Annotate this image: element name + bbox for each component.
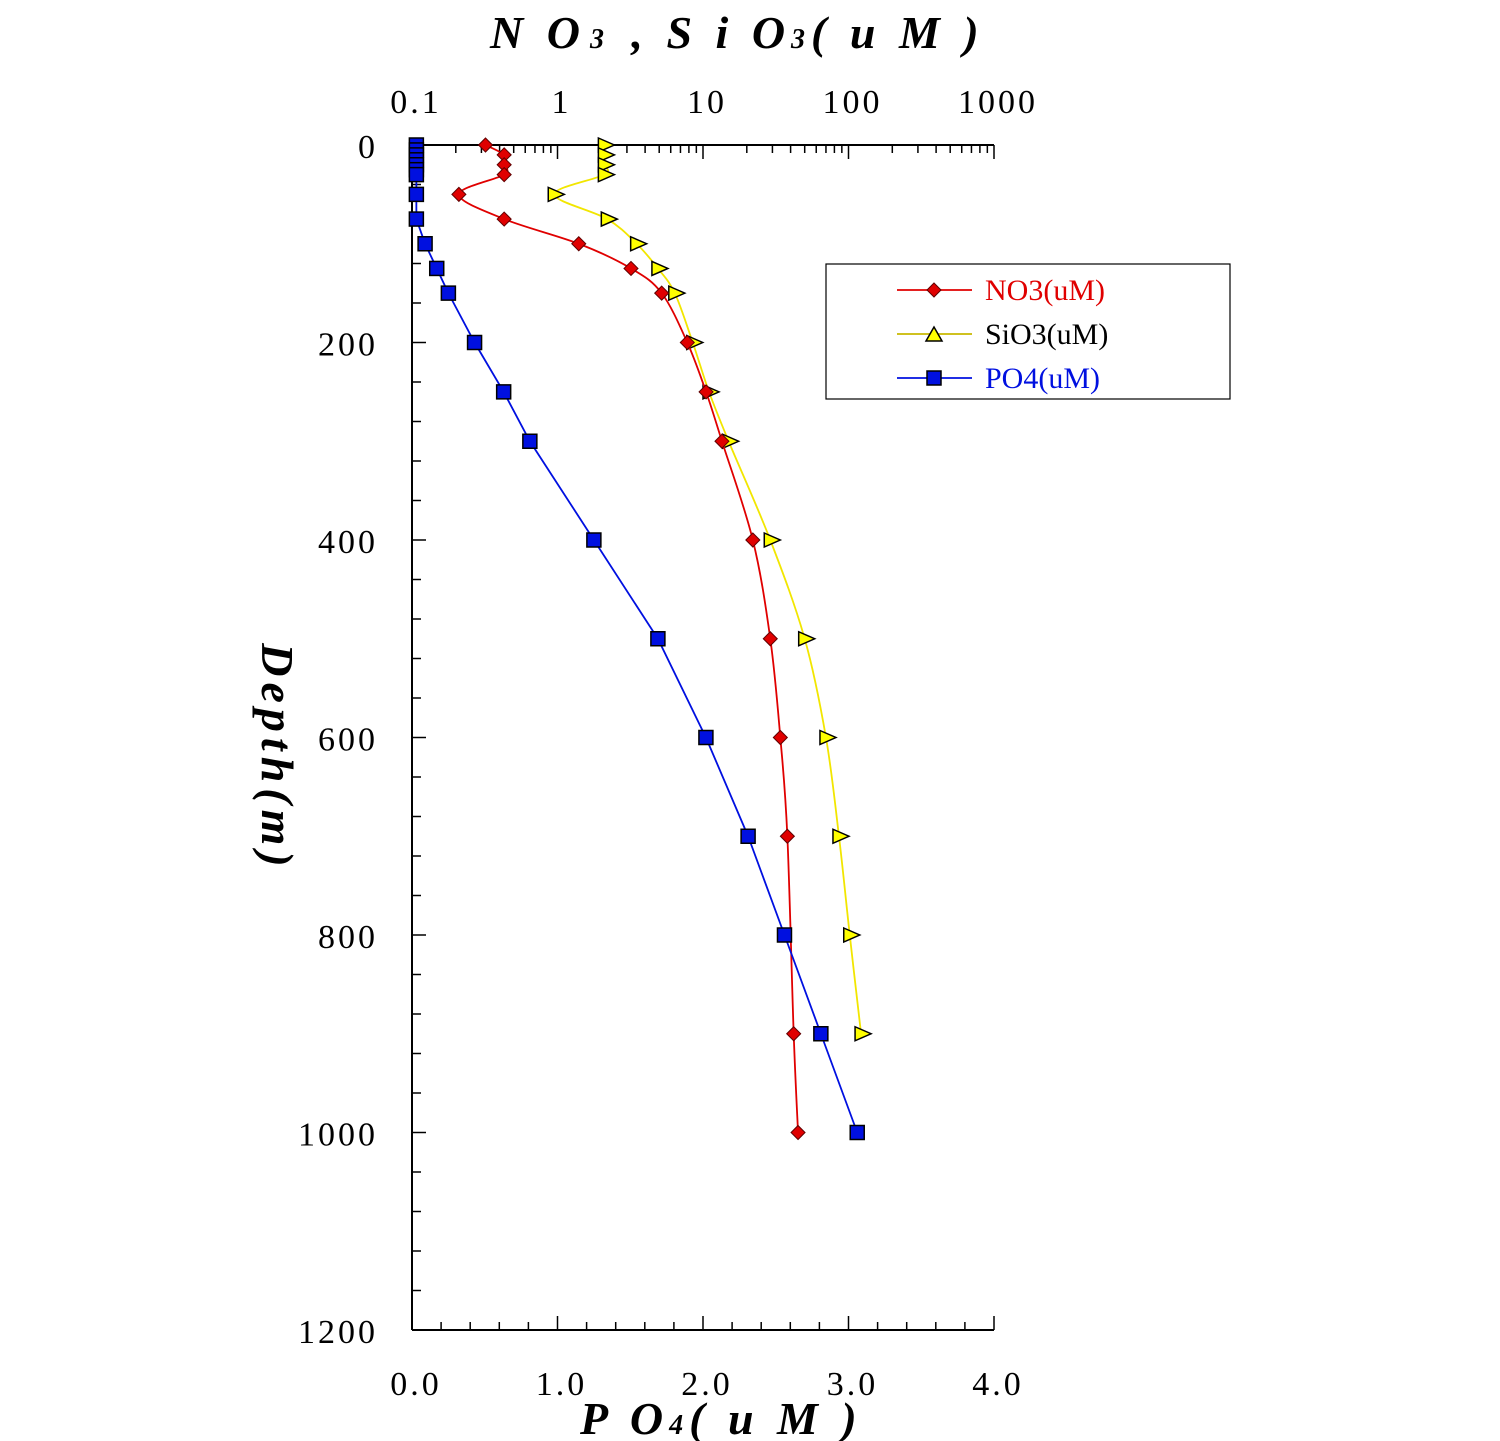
data-point	[779, 828, 796, 844]
legend-marker	[926, 370, 942, 386]
series-group	[408, 136, 873, 1141]
data-point	[745, 532, 761, 548]
top-tick-label: 1000	[958, 84, 1038, 121]
bottom-axis-title-sub-1: 4	[668, 1410, 689, 1441]
data-point	[597, 156, 617, 173]
top-axis-title-part-3: ( u M )	[811, 7, 985, 58]
data-point	[819, 729, 838, 746]
data-point	[698, 384, 714, 400]
bottom-tick-label: 1.0	[536, 1366, 588, 1403]
y-axis-title: Depth(m)	[252, 642, 303, 872]
legend: NO3(uM) SiO3(uM) PO4(uM)	[825, 263, 1231, 400]
y-tick-label: 600	[318, 722, 378, 759]
bottom-axis-title-part-2: ( u M )	[689, 1393, 863, 1441]
data-point	[849, 1124, 865, 1141]
data-point	[586, 532, 602, 548]
y-tick-label: 800	[318, 919, 378, 956]
data-point	[762, 631, 778, 647]
data-point	[466, 334, 483, 351]
data-point	[854, 1025, 873, 1042]
top-tick-label: 100	[823, 84, 883, 121]
data-point	[629, 235, 649, 252]
series-diamond-group	[451, 137, 806, 1141]
data-point	[714, 433, 730, 449]
data-point	[451, 186, 467, 203]
bottom-tick-label: 4.0	[972, 1366, 1024, 1403]
top-tick-label: 0.1	[390, 84, 442, 121]
y-tick-label: 0	[358, 129, 378, 166]
data-point	[597, 146, 617, 164]
data-point	[547, 186, 567, 203]
data-point	[763, 531, 783, 549]
data-point	[653, 285, 670, 301]
legend-box	[825, 263, 1231, 400]
y-tick-label: 400	[318, 524, 378, 561]
series-line-1	[457, 144, 799, 1133]
data-point	[496, 166, 512, 183]
data-point	[650, 631, 666, 647]
y-tick-label: 1200	[298, 1314, 378, 1351]
bottom-tick-label: 0.0	[390, 1366, 442, 1403]
legend-label: NO3(uM)	[985, 274, 1105, 307]
data-point	[571, 236, 587, 252]
data-point	[428, 260, 445, 277]
series-triangle-group	[547, 136, 873, 1042]
data-point	[785, 1026, 802, 1042]
series-square-group	[408, 137, 865, 1141]
data-point	[495, 384, 512, 400]
y-tick-label: 1000	[298, 1117, 378, 1154]
data-point	[679, 334, 696, 351]
data-point	[740, 828, 756, 844]
tick-labels: 0.1 1 10 100 1000 0.0 1.0 2.0 3.0 4.0 0 200 400 600 80…	[298, 84, 1038, 1403]
data-point	[600, 210, 620, 228]
series-line-2	[553, 145, 862, 1034]
data-point	[408, 211, 425, 227]
bottom-tick-label: 3.0	[827, 1366, 879, 1403]
data-point	[843, 926, 862, 944]
top-axis-title-part-1: N O	[489, 7, 586, 58]
data-point	[496, 211, 512, 227]
top-axis-title-sub-1: 3	[589, 24, 610, 55]
data-point	[597, 166, 617, 183]
top-axis-title-sub-2: 3	[790, 24, 811, 55]
data-point	[651, 260, 670, 277]
data-point	[408, 166, 425, 183]
data-point	[522, 433, 538, 449]
top-tick-label: 1	[552, 84, 572, 121]
data-point	[698, 729, 714, 746]
data-point	[623, 260, 639, 277]
legend-marker	[926, 282, 942, 298]
data-point	[597, 136, 617, 154]
series-line-3	[415, 145, 859, 1133]
data-point	[790, 1124, 806, 1141]
y-tick-label: 200	[318, 327, 378, 364]
data-point	[408, 186, 425, 203]
bottom-tick-label: 2.0	[681, 1366, 733, 1403]
data-point	[776, 927, 793, 943]
data-point	[832, 828, 851, 845]
data-point	[477, 137, 494, 153]
bottom-axis-title-part-1: P O	[579, 1393, 669, 1441]
data-point	[417, 236, 433, 252]
legend-marker	[924, 325, 944, 342]
top-axis-title-part-2: , S i O	[614, 7, 791, 58]
data-point	[440, 285, 457, 301]
legend-label: SiO3(uM)	[985, 318, 1108, 351]
data-point	[772, 729, 789, 746]
bottom-axis-title: P O4( u M )	[579, 1393, 863, 1441]
top-tick-label: 10	[687, 84, 727, 121]
data-point	[797, 630, 817, 647]
data-point	[813, 1026, 829, 1042]
legend-label: PO4(uM)	[985, 362, 1100, 395]
